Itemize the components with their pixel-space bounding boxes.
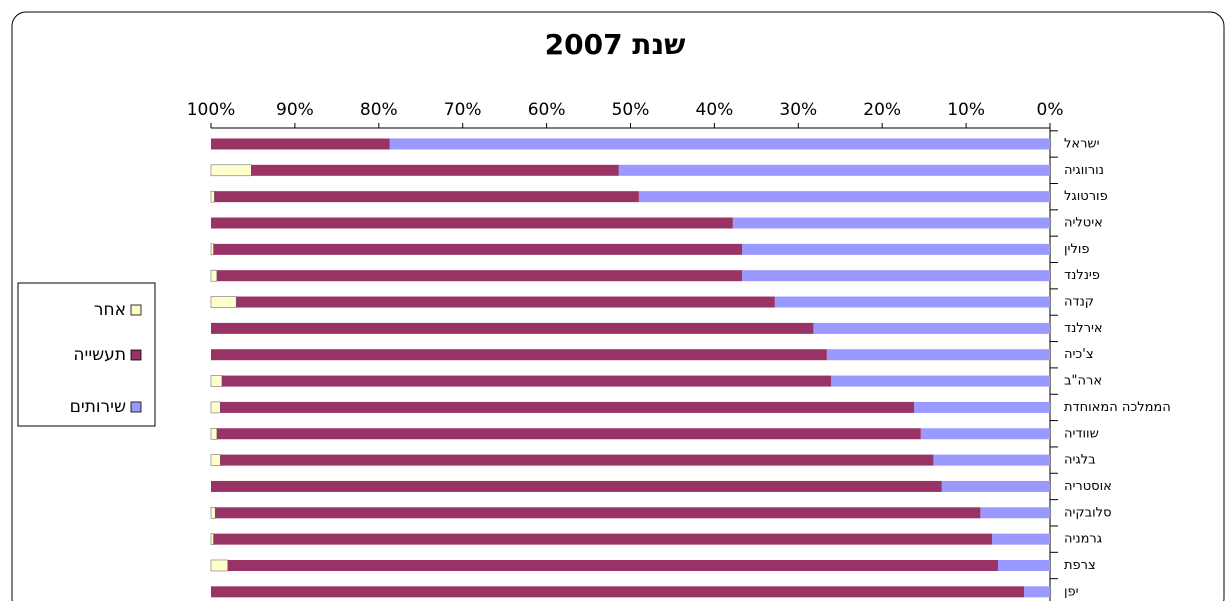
y-tick-label: ארה"ב bbox=[1064, 374, 1102, 389]
bar-segment bbox=[210, 269, 218, 282]
bar-segment bbox=[211, 217, 733, 229]
bar-segment bbox=[214, 191, 639, 203]
bar-segment bbox=[210, 533, 214, 545]
chart-title: שנת 2007 bbox=[545, 28, 686, 61]
y-tick-label: הממלכה המאוחדת bbox=[1064, 400, 1171, 415]
y-tick-label: צרפת bbox=[1064, 558, 1096, 573]
bar-segment bbox=[941, 480, 1050, 492]
bar-segment bbox=[211, 138, 390, 150]
y-tick-label: ישראל bbox=[1064, 136, 1100, 151]
bar-segment bbox=[211, 586, 1024, 598]
bar-segment bbox=[997, 559, 1050, 571]
bar-segment bbox=[220, 401, 915, 413]
bar-segment bbox=[213, 533, 993, 545]
x-tick-label: 70% bbox=[444, 100, 482, 120]
bar-segment bbox=[933, 454, 1050, 466]
x-tick-label: 90% bbox=[276, 100, 314, 120]
bar-segment bbox=[980, 507, 1050, 519]
bar-segment bbox=[992, 533, 1050, 545]
x-tick-label: 30% bbox=[779, 100, 817, 120]
bar-segment bbox=[236, 296, 775, 308]
bar-segment bbox=[213, 243, 743, 255]
bar-segment bbox=[618, 164, 1050, 176]
y-tick-label: גרמניה bbox=[1064, 532, 1102, 547]
y-tick-label: פורטוגל bbox=[1064, 189, 1108, 204]
x-tick-label: 0% bbox=[1037, 100, 1064, 120]
y-tick-label: קנדה bbox=[1064, 295, 1094, 310]
bar-segment bbox=[1023, 586, 1050, 598]
bar-segment bbox=[389, 138, 1050, 150]
bar-segment bbox=[914, 401, 1050, 413]
bar-segment bbox=[211, 480, 942, 492]
bar-segment bbox=[221, 375, 832, 387]
bar-segment bbox=[211, 322, 814, 334]
legend-label: תעשייה bbox=[73, 345, 126, 365]
bar-segment bbox=[826, 349, 1050, 361]
legend-swatch bbox=[130, 349, 142, 361]
y-tick-label: אוסטריה bbox=[1064, 479, 1112, 494]
y-tick-label: צ'כיה bbox=[1064, 347, 1094, 362]
legend-label: שירותים bbox=[70, 397, 126, 417]
bar-segment bbox=[220, 454, 934, 466]
bar-segment bbox=[210, 401, 221, 414]
y-tick-label: איטליה bbox=[1064, 216, 1103, 231]
y-tick-label: יפן bbox=[1064, 584, 1079, 599]
y-tick-label: נורווגיה bbox=[1064, 163, 1104, 178]
bar-segment bbox=[742, 243, 1050, 255]
x-tick-label: 80% bbox=[360, 100, 398, 120]
bar-segment bbox=[210, 190, 215, 203]
bar-segment bbox=[215, 507, 981, 519]
legend-swatch bbox=[130, 304, 142, 316]
bar-segment bbox=[813, 322, 1050, 334]
bar-segment bbox=[831, 375, 1050, 387]
bar-segment bbox=[216, 428, 921, 440]
y-tick-label: סלובקיה bbox=[1064, 505, 1112, 520]
bar-segment bbox=[732, 217, 1050, 229]
bar-segment bbox=[251, 164, 619, 176]
bar-segment bbox=[210, 559, 229, 572]
bar-segment bbox=[638, 191, 1050, 203]
bar-segment bbox=[210, 296, 237, 308]
legend-label: אחר bbox=[94, 300, 126, 320]
x-tick-label: 40% bbox=[696, 100, 734, 120]
x-tick-label: 100% bbox=[187, 100, 236, 120]
bar-segment bbox=[742, 270, 1050, 282]
y-tick-label: פינלנד bbox=[1064, 268, 1100, 283]
bar-segment bbox=[210, 243, 214, 256]
legend-swatch bbox=[130, 401, 142, 413]
x-tick-label: 60% bbox=[528, 100, 566, 120]
x-tick-label: 10% bbox=[947, 100, 985, 120]
y-tick-label: פולין bbox=[1064, 242, 1090, 257]
bar-segment bbox=[210, 164, 252, 177]
y-tick-label: אירלנד bbox=[1064, 321, 1103, 336]
bar-segment bbox=[920, 428, 1050, 440]
bar-segment bbox=[210, 454, 221, 466]
x-tick-label: 20% bbox=[863, 100, 901, 120]
x-tick-label: 50% bbox=[612, 100, 650, 120]
bar-segment bbox=[211, 349, 827, 361]
bar-segment bbox=[227, 559, 998, 571]
bar-segment bbox=[210, 428, 218, 440]
bar-segment bbox=[210, 375, 223, 387]
bar-segment bbox=[210, 507, 216, 519]
bar-segment bbox=[774, 296, 1050, 308]
y-tick-label: שוודיה bbox=[1064, 426, 1099, 441]
y-tick-label: בלגיה bbox=[1064, 453, 1096, 468]
bar-segment bbox=[216, 270, 743, 282]
